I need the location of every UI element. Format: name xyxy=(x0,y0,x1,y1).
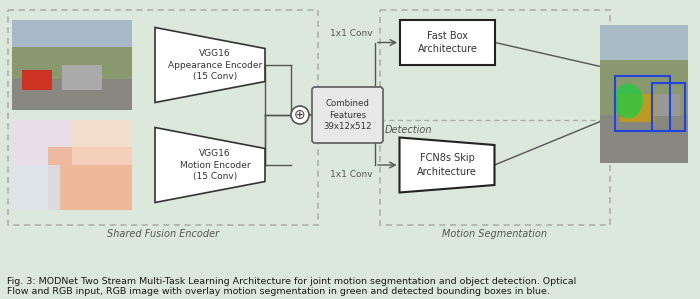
Text: Fig. 3: MODNet Two Stream Multi-Task Learning Architecture for joint motion segm: Fig. 3: MODNet Two Stream Multi-Task Lea… xyxy=(7,277,576,296)
Ellipse shape xyxy=(613,83,643,118)
Bar xyxy=(600,60,688,115)
Bar xyxy=(620,94,655,122)
Bar xyxy=(62,65,102,90)
Polygon shape xyxy=(155,28,265,103)
FancyBboxPatch shape xyxy=(400,20,495,65)
Text: VGG16
Appearance Encoder
(15 Conv): VGG16 Appearance Encoder (15 Conv) xyxy=(168,49,262,81)
Bar xyxy=(600,25,688,163)
FancyBboxPatch shape xyxy=(312,87,383,143)
Text: Detection: Detection xyxy=(385,125,433,135)
Bar xyxy=(48,147,132,210)
Text: Shared Fusion Encoder: Shared Fusion Encoder xyxy=(107,229,219,239)
Bar xyxy=(600,115,688,163)
Bar xyxy=(12,79,132,110)
Bar xyxy=(12,20,132,110)
Text: ⊕: ⊕ xyxy=(294,108,306,122)
Bar xyxy=(12,120,72,165)
Bar xyxy=(12,20,132,51)
Bar xyxy=(655,94,680,116)
Bar xyxy=(600,25,688,66)
Bar xyxy=(72,120,132,165)
Bar xyxy=(12,47,132,79)
Bar xyxy=(615,76,670,131)
Bar xyxy=(22,69,52,89)
Bar xyxy=(652,83,685,131)
Text: 1x1 Conv: 1x1 Conv xyxy=(330,28,373,37)
Polygon shape xyxy=(155,127,265,202)
Text: Combined
Features
39x12x512: Combined Features 39x12x512 xyxy=(323,99,372,131)
Bar xyxy=(12,120,132,210)
Text: FCN8s Skip
Architecture: FCN8s Skip Architecture xyxy=(417,153,477,177)
Text: VGG16
Motion Encoder
(15 Conv): VGG16 Motion Encoder (15 Conv) xyxy=(180,149,251,181)
Circle shape xyxy=(291,106,309,124)
Polygon shape xyxy=(400,138,494,193)
Bar xyxy=(12,165,60,210)
Text: Fast Box
Architecture: Fast Box Architecture xyxy=(418,31,477,54)
Text: 1x1 Conv: 1x1 Conv xyxy=(330,170,373,179)
Text: Motion Segmentation: Motion Segmentation xyxy=(442,229,547,239)
